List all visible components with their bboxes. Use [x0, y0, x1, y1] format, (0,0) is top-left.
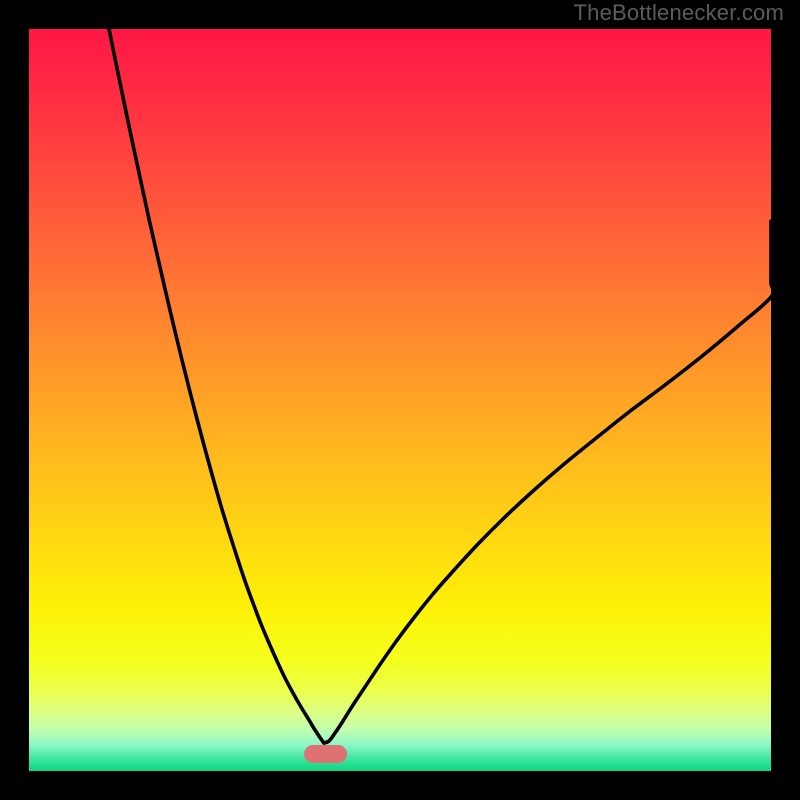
- curve-right-branch: [324, 221, 771, 743]
- chart-frame: TheBottlenecker.com: [0, 0, 800, 800]
- watermark-text: TheBottlenecker.com: [574, 0, 784, 26]
- bottleneck-marker: [304, 745, 347, 763]
- v-curve: [29, 29, 771, 771]
- plot-area: [29, 29, 771, 771]
- curve-left-branch: [104, 29, 324, 743]
